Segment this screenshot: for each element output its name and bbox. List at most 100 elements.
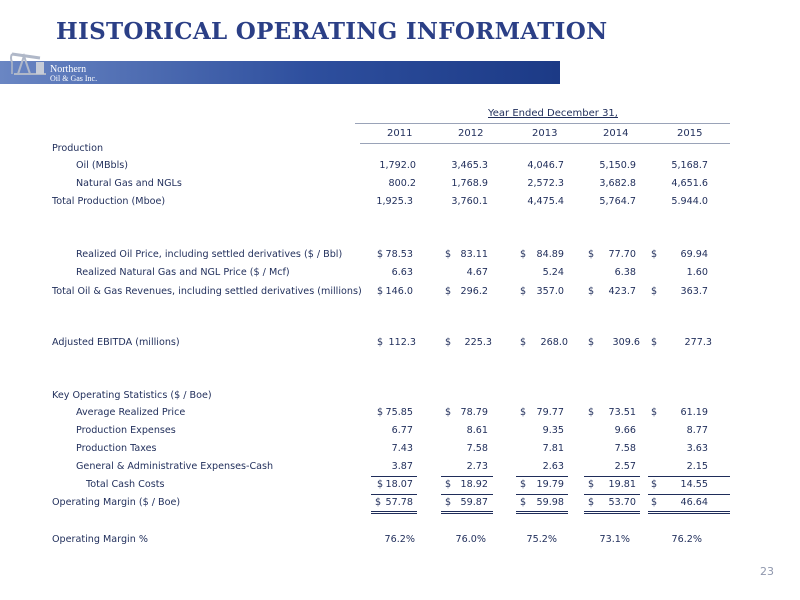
table-row: Production Expenses 6.77 8.61 9.35 9.66 … [0,425,800,439]
cell-2015: 76.2% [671,534,702,545]
row-label: Realized Natural Gas and NGL Price ($ / … [76,267,290,278]
currency-symbol: $ [445,249,452,260]
currency-symbol: $ [651,497,658,508]
cell-2011: 1,792.0 [379,160,416,171]
cell-2011: 18.07 [385,479,413,490]
row-label: Realized Oil Price, including settled de… [76,249,343,260]
currency-symbol: $ [520,497,527,508]
cell-2015: 4,651.6 [671,178,708,189]
table-row: Realized Oil Price, including settled de… [0,249,800,263]
cell-2013: 357.0 [536,286,564,297]
currency-symbol: $ [588,337,595,348]
cell-2013: 2.63 [542,461,564,472]
cell-2012: 296.2 [460,286,488,297]
year-2015: 2015 [677,128,703,139]
cell-2012: 59.87 [460,497,488,508]
cell-2013: 19.79 [536,479,564,490]
total-double-rule [441,511,493,514]
currency-symbol: $ [445,479,452,490]
cell-2014: 7.58 [614,443,636,454]
currency-symbol: $ [588,407,595,418]
logo-text: Northern Oil & Gas Inc. [50,64,97,84]
table-row: Operating Margin ($ / Boe) $ 57.78 $ 59.… [0,497,800,511]
currency-symbol: $ [520,286,527,297]
period-header: Year Ended December 31, [488,108,618,119]
row-label: Total Oil & Gas Revenues, including sett… [52,286,362,297]
row-label: Production Expenses [76,425,176,436]
total-double-rule [648,511,730,514]
cell-2014: 423.7 [608,286,636,297]
cell-2012: 1,768.9 [451,178,488,189]
subtotal-rule [584,476,640,477]
cell-2011: 3.87 [391,461,413,472]
cell-2011: 112.3 [388,337,416,348]
table-row: Key Operating Statistics ($ / Boe) [0,390,800,404]
cell-2014: 3,682.8 [599,178,636,189]
cell-2011: 6.63 [391,267,413,278]
currency-symbol: $ [520,407,527,418]
table-row: General & Administrative Expenses-Cash 3… [0,461,800,475]
cell-2012: 7.58 [466,443,488,454]
table-row: Natural Gas and NGLs 800.2 1,768.9 2,572… [0,178,800,192]
subtotal-rule [648,494,730,495]
subtotal-rule [516,476,568,477]
currency-symbol: $ [445,497,452,508]
cell-2014: 5,150.9 [599,160,636,171]
cell-2014: 77.70 [608,249,636,260]
title-band [0,61,560,84]
cell-2015: 363.7 [680,286,708,297]
cell-2014: 19.81 [608,479,636,490]
years-divider [360,143,730,144]
currency-symbol: $ [377,286,384,297]
cell-2011: 78.53 [385,249,413,260]
row-label: Operating Margin % [52,534,148,545]
row-label: Total Production (Mboe) [52,196,166,207]
total-double-rule [516,511,568,514]
cell-2015: 277.3 [684,337,712,348]
subtotal-rule [441,494,493,495]
company-logo: Northern Oil & Gas Inc. [10,44,110,84]
cell-2012: 18.92 [460,479,488,490]
currency-symbol: $ [588,479,595,490]
currency-symbol: $ [377,479,384,490]
subtotal-rule [441,476,493,477]
currency-symbol: $ [588,249,595,260]
cell-2015: 3.63 [686,443,708,454]
cell-2013: 4,046.7 [527,160,564,171]
currency-symbol: $ [445,337,452,348]
table-row: Oil (MBbls) 1,792.0 3,465.3 4,046.7 5,15… [0,160,800,174]
currency-symbol: $ [651,286,658,297]
row-label: Adjusted EBITDA (millions) [52,337,180,348]
row-label: Operating Margin ($ / Boe) [52,497,181,508]
logo-line-1: Northern [50,64,87,75]
cell-2015: 46.64 [680,497,708,508]
currency-symbol: $ [445,407,452,418]
header-divider [355,123,730,124]
cell-2013: 7.81 [542,443,564,454]
currency-symbol: $ [520,337,527,348]
cell-2011: 1,925.3 [376,196,413,207]
cell-2015: 69.94 [680,249,708,260]
currency-symbol: $ [445,286,452,297]
currency-symbol: $ [377,407,384,418]
cell-2014: 9.66 [614,425,636,436]
cell-2012: 3,760.1 [451,196,488,207]
year-2012: 2012 [458,128,484,139]
currency-symbol: $ [588,286,595,297]
cell-2013: 59.98 [536,497,564,508]
cell-2013: 84.89 [536,249,564,260]
cell-2014: 73.1% [599,534,630,545]
cell-2013: 5.24 [542,267,564,278]
cell-2013: 9.35 [542,425,564,436]
cell-2012: 4.67 [466,267,488,278]
cell-2015: 61.19 [680,407,708,418]
currency-symbol: $ [375,497,382,508]
cell-2011: 7.43 [391,443,413,454]
cell-2015: 1.60 [686,267,708,278]
cell-2014: 309.6 [612,337,640,348]
cell-2013: 2,572.3 [527,178,564,189]
row-label: Average Realized Price [76,407,186,418]
cell-2015: 5.944.0 [671,196,708,207]
cell-2014: 2.57 [614,461,636,472]
currency-symbol: $ [520,479,527,490]
